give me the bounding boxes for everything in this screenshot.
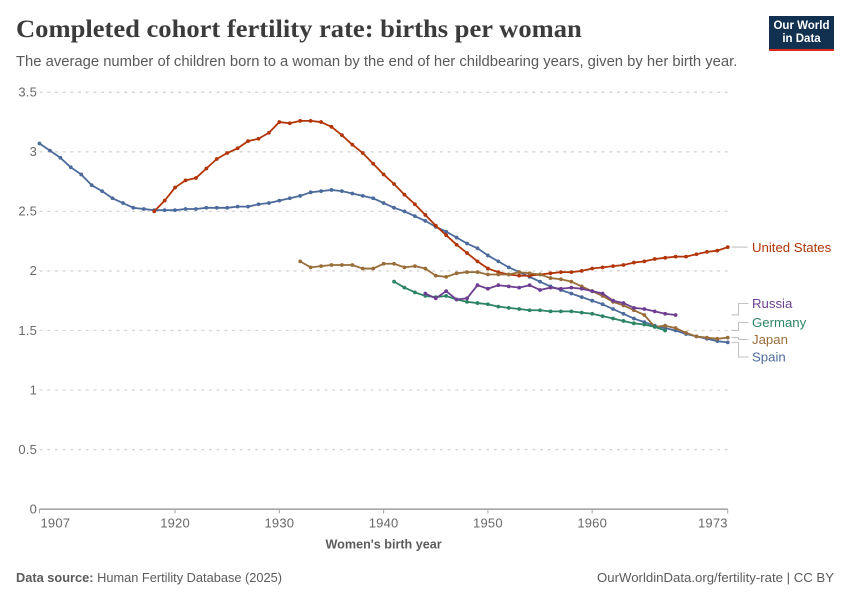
svg-text:Russia: Russia: [752, 296, 793, 311]
svg-text:1950: 1950: [473, 516, 503, 531]
svg-text:1.5: 1.5: [18, 323, 37, 338]
svg-text:Germany: Germany: [752, 315, 807, 330]
svg-text:0: 0: [30, 501, 37, 516]
svg-text:2.5: 2.5: [18, 204, 37, 219]
svg-text:0.5: 0.5: [18, 442, 37, 457]
svg-text:1920: 1920: [160, 516, 190, 531]
svg-text:1930: 1930: [264, 516, 294, 531]
svg-text:1940: 1940: [369, 516, 399, 531]
svg-text:1907: 1907: [41, 516, 71, 531]
svg-text:Spain: Spain: [752, 350, 786, 365]
svg-text:Women's birth year: Women's birth year: [326, 538, 442, 552]
svg-text:1: 1: [30, 382, 37, 397]
svg-text:1973: 1973: [698, 516, 728, 531]
svg-text:Japan: Japan: [752, 332, 788, 347]
svg-text:3: 3: [30, 144, 37, 159]
svg-text:United States: United States: [752, 240, 832, 255]
svg-text:2: 2: [30, 263, 37, 278]
svg-text:3.5: 3.5: [18, 85, 37, 100]
svg-text:1960: 1960: [577, 516, 607, 531]
